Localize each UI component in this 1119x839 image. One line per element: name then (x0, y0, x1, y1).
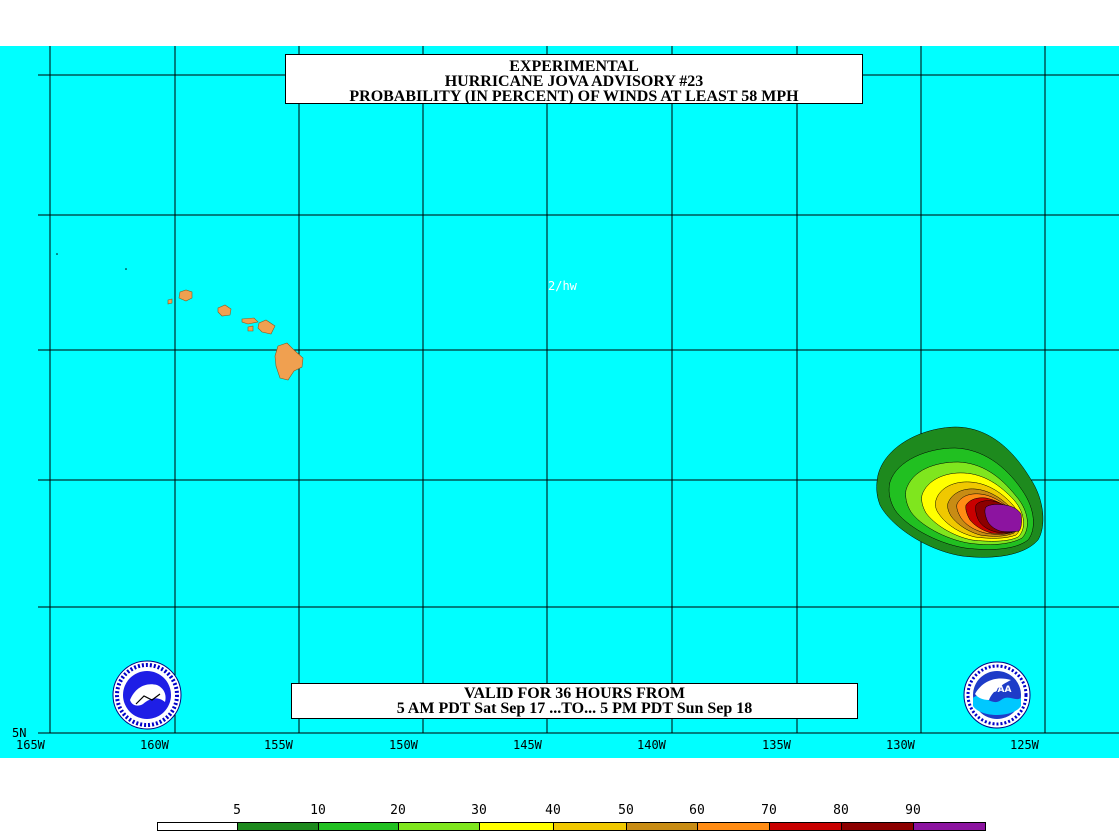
lon-label-125w: 125W (1010, 738, 1039, 752)
lon-label-155w: 155W (264, 738, 293, 752)
legend-swatch-4 (479, 822, 554, 831)
legend-swatch-5 (553, 822, 627, 831)
legend-label-20: 20 (390, 803, 406, 818)
lon-label-140w: 140W (637, 738, 666, 752)
lon-label-145w: 145W (513, 738, 542, 752)
legend-swatch-0 (157, 822, 238, 831)
legend-swatch-10 (913, 822, 986, 831)
legend-swatch-6 (626, 822, 698, 831)
lon-label-150w: 150W (389, 738, 418, 752)
credit-label: 2/hw (548, 279, 577, 293)
title-line-3: PROBABILITY (IN PERCENT) OF WINDS AT LEA… (349, 88, 799, 105)
lat-label-5n: 5N (12, 726, 27, 740)
legend-label-70: 70 (761, 803, 777, 818)
valid-period-box: VALID FOR 36 HOURS FROM 5 AM PDT Sat Sep… (291, 683, 858, 719)
wind-probability-contours (876, 426, 1044, 558)
valid-line-2: 5 AM PDT Sat Sep 17 ...TO... 5 PM PDT Su… (396, 700, 753, 717)
lon-label-160w: 160W (140, 738, 169, 752)
legend-label-10: 10 (310, 803, 326, 818)
legend-swatch-1 (237, 822, 319, 831)
noaa-logo-icon: NOAA (963, 661, 1031, 729)
contour-90 (984, 504, 1022, 532)
legend-swatch-8 (769, 822, 842, 831)
lon-label-130w: 130W (886, 738, 915, 752)
title-line-2: HURRICANE JOVA ADVISORY #23 (444, 73, 704, 90)
legend-swatch-2 (318, 822, 399, 831)
nws-logo-icon (112, 660, 182, 730)
legend-label-40: 40 (545, 803, 561, 818)
island-kauai (178, 289, 193, 302)
island-molokai (241, 317, 259, 325)
hawaiian-islands (167, 289, 304, 381)
legend-label-5: 5 (233, 803, 241, 818)
svg-text:NOAA: NOAA (983, 685, 1012, 695)
title-box: EXPERIMENTAL HURRICANE JOVA ADVISORY #23… (285, 54, 863, 105)
island-maui (257, 319, 276, 335)
legend-label-80: 80 (833, 803, 849, 818)
lon-label-165w: 165W (16, 738, 45, 752)
title-line-1: EXPERIMENTAL (509, 58, 639, 75)
legend-swatch-9 (841, 822, 914, 831)
legend-swatch-3 (398, 822, 480, 831)
legend-swatch-7 (697, 822, 770, 831)
legend-label-90: 90 (905, 803, 921, 818)
legend-label-50: 50 (618, 803, 634, 818)
island-lanai (247, 325, 254, 332)
legend-label-30: 30 (471, 803, 487, 818)
island-hawaii (274, 342, 304, 381)
legend-label-60: 60 (689, 803, 705, 818)
valid-line-1: VALID FOR 36 HOURS FROM (463, 685, 686, 702)
lon-label-135w: 135W (762, 738, 791, 752)
island-oahu (217, 304, 232, 317)
ocean (0, 46, 1119, 758)
island-niihau (167, 298, 173, 305)
